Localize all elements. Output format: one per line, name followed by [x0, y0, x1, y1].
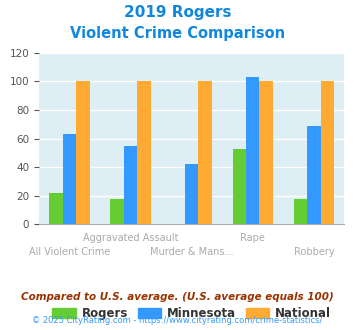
Bar: [246, 77, 260, 224]
Text: 2019 Rogers: 2019 Rogers: [124, 5, 231, 20]
Text: Murder & Mans...: Murder & Mans...: [150, 247, 234, 257]
Bar: [110, 199, 124, 224]
Bar: [63, 134, 76, 224]
Text: Violent Crime Comparison: Violent Crime Comparison: [70, 26, 285, 41]
Text: Aggravated Assault: Aggravated Assault: [83, 233, 179, 243]
Bar: [185, 164, 198, 224]
Bar: [76, 82, 90, 224]
Legend: Rogers, Minnesota, National: Rogers, Minnesota, National: [48, 302, 336, 325]
Bar: [233, 148, 246, 224]
Bar: [137, 82, 151, 224]
Text: Compared to U.S. average. (U.S. average equals 100): Compared to U.S. average. (U.S. average …: [21, 292, 334, 302]
Text: Robbery: Robbery: [294, 247, 334, 257]
Bar: [294, 199, 307, 224]
Text: All Violent Crime: All Violent Crime: [29, 247, 110, 257]
Text: © 2025 CityRating.com - https://www.cityrating.com/crime-statistics/: © 2025 CityRating.com - https://www.city…: [32, 316, 323, 325]
Bar: [124, 146, 137, 224]
Text: Rape: Rape: [240, 233, 265, 243]
Bar: [260, 82, 273, 224]
Bar: [321, 82, 334, 224]
Bar: [307, 126, 321, 224]
Bar: [49, 193, 63, 224]
Bar: [198, 82, 212, 224]
